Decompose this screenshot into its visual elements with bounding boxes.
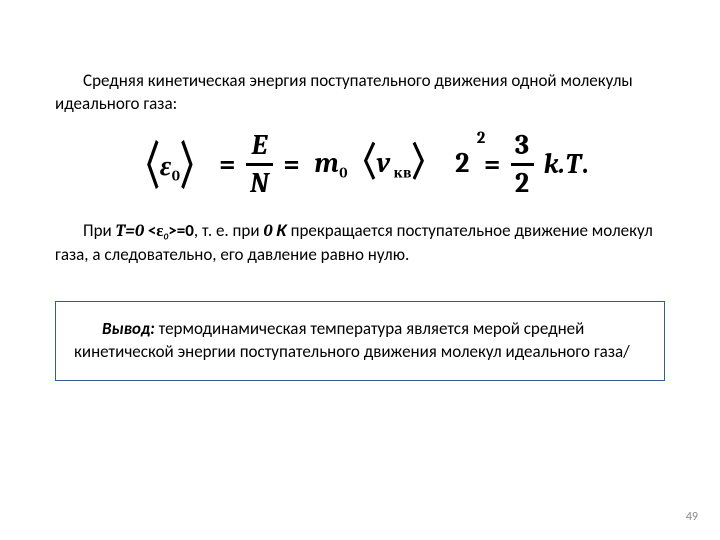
eq-frac-m0v2-over-2: m0〈vкв〉 2 2 (310, 148, 473, 181)
equation-block: 〈ε0〉 = E N = m0〈vкв〉 2 2 = 3 2 k.T. (55, 130, 665, 199)
intro-paragraph: Средняя кинетическая энергия поступатель… (55, 70, 665, 116)
eq-frac-3-over-2: 3 2 (511, 130, 534, 199)
condition-paragraph: При T=0 <ε0>=0, т. е. при 0 К прекращает… (55, 220, 665, 267)
page-number: 49 (686, 510, 698, 524)
eq-angle-close-1: 〉 (180, 128, 209, 200)
eq-epsilon-0: ε0 (160, 150, 181, 182)
conclusion-box: Вывод: термодинамическая температура явл… (55, 301, 665, 381)
eq-equals-3: = (484, 148, 501, 180)
eq-equals-1: = (219, 148, 236, 180)
conclusion-paragraph: Вывод: термодинамическая температура явл… (74, 318, 646, 364)
eq-kT: k.T. (544, 148, 589, 180)
eq-frac-E-over-N: E N (246, 130, 273, 199)
conclusion-body: термодинамическая температура является м… (74, 318, 630, 362)
eq-angle-open-1: 〈 (131, 128, 160, 200)
eq-exponent-2: 2 (477, 130, 486, 148)
conclusion-lead: Вывод: (102, 318, 155, 339)
eq-equals-2: = (283, 148, 300, 180)
